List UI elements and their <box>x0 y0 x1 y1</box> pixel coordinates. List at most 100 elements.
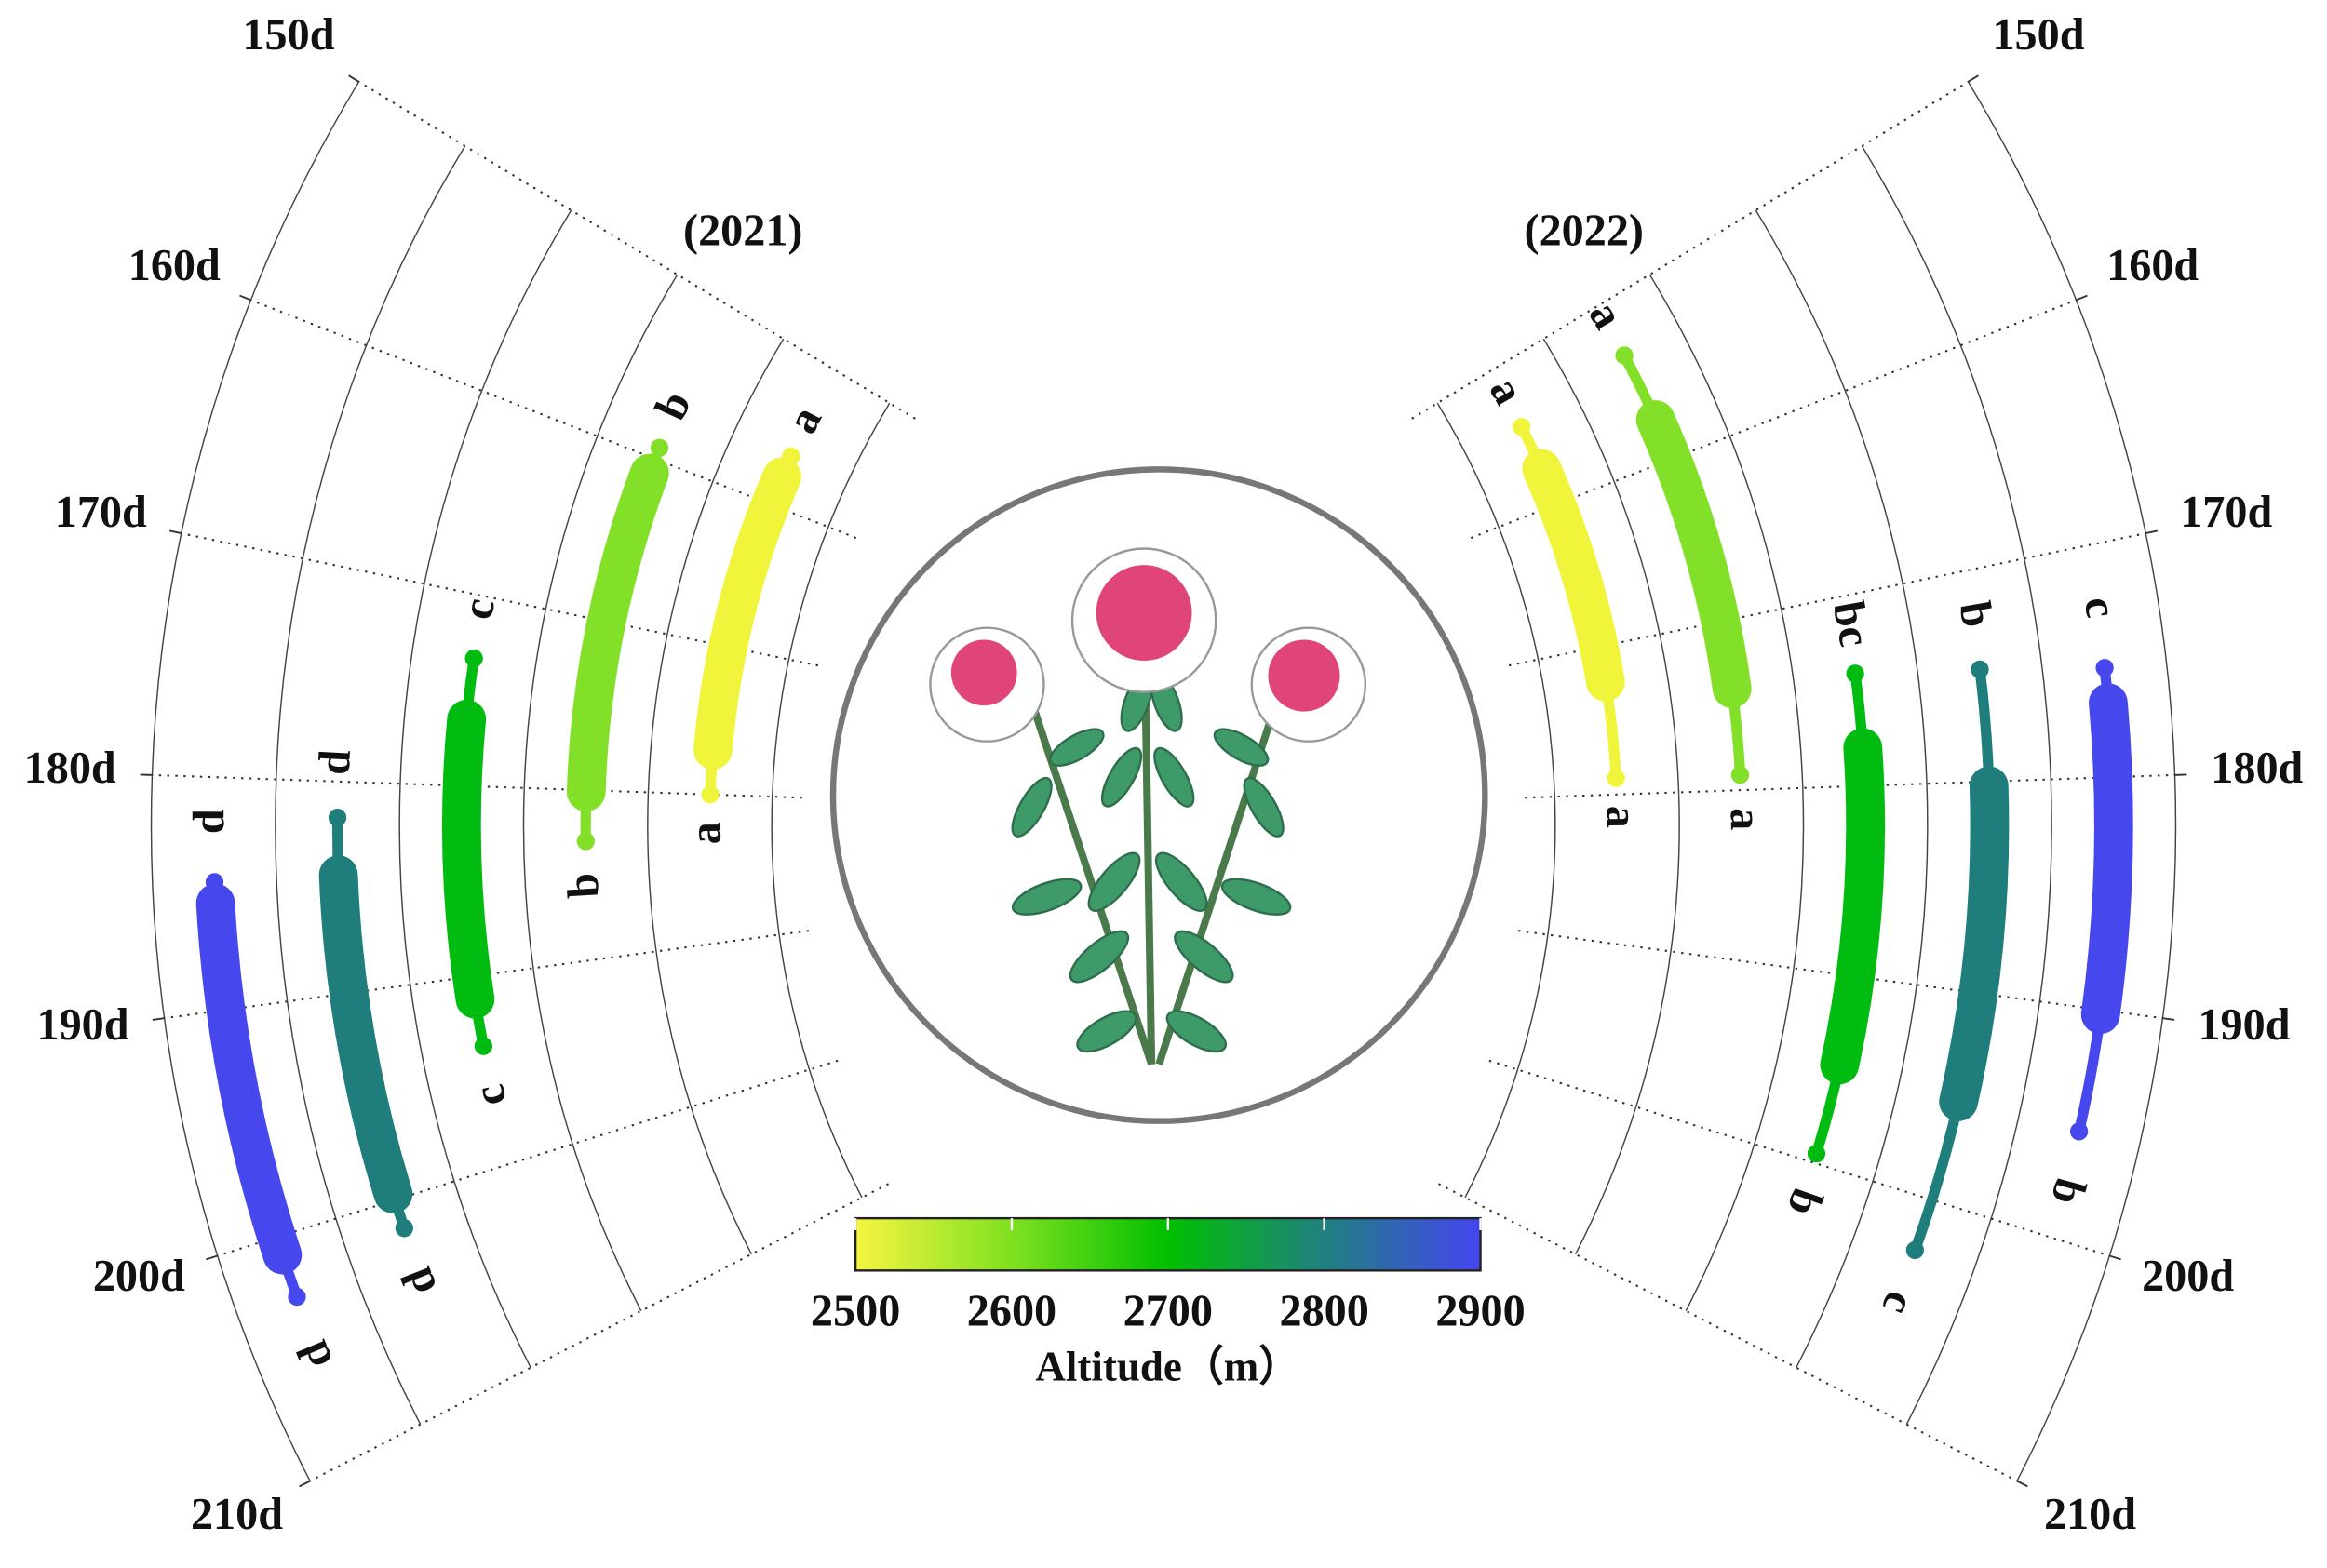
range-core <box>1820 728 1886 1085</box>
range-end <box>1905 1240 1924 1260</box>
tick-label: 170d <box>55 488 147 537</box>
panel-label: (2021) <box>683 206 802 255</box>
tick-label: 190d <box>2198 1000 2290 1050</box>
ring-arc <box>1436 402 1556 1199</box>
tick-mark <box>2016 1480 2028 1488</box>
grid-line <box>309 1183 890 1482</box>
plant-illustration <box>829 466 1488 1124</box>
range-end <box>1730 766 1750 784</box>
significance-letter: b <box>1949 597 2002 630</box>
range-end <box>2069 1122 2089 1141</box>
range-core <box>1522 449 1625 702</box>
significance-letter: a <box>1721 808 1770 830</box>
range-end <box>701 785 720 804</box>
range-end <box>1807 1145 1826 1163</box>
ring-arc <box>275 145 466 1425</box>
tick-label: 150d <box>1992 10 2084 60</box>
significance-letter: d <box>288 1333 343 1375</box>
range-end <box>464 649 483 668</box>
grid-line <box>1488 1059 2110 1257</box>
ring-arc <box>1542 338 1680 1255</box>
colorbar-tick-label: 2900 <box>1435 1287 1525 1336</box>
tick-mark <box>2109 1254 2121 1261</box>
tick-mark <box>348 74 360 83</box>
tick-mark <box>2162 1017 2175 1021</box>
range-end <box>2095 659 2114 677</box>
colorbar-tick-label: 2600 <box>967 1287 1056 1336</box>
ring-arc <box>1861 145 2052 1425</box>
significance-letter: b <box>646 384 701 427</box>
tick-mark <box>299 1480 311 1488</box>
tick-mark <box>1967 74 1979 83</box>
significance-letter: c <box>452 595 504 623</box>
tick-mark <box>2076 294 2088 302</box>
range-end <box>576 832 595 851</box>
panel-label: (2022) <box>1525 206 1644 255</box>
range-core <box>1939 766 2010 1121</box>
tick-label: 200d <box>2142 1252 2234 1301</box>
plot-area: 150d 160d 170d 180d 190d 200d 210d (2021) a a b b c c… <box>24 10 2304 1539</box>
tick-label: 200d <box>93 1252 185 1301</box>
tick-label: 180d <box>2211 744 2303 793</box>
tick-label: 210d <box>191 1490 283 1539</box>
significance-letter: b <box>2041 1173 2095 1210</box>
grid-line <box>164 930 810 1020</box>
tick-mark <box>168 529 182 535</box>
significance-letter: a <box>777 398 831 441</box>
range-end <box>288 1287 306 1307</box>
ring-arc <box>522 274 679 1312</box>
tick-label: 190d <box>36 1000 128 1050</box>
grid-line <box>152 773 802 799</box>
tick-label: 160d <box>2106 241 2199 290</box>
range-core <box>318 855 413 1213</box>
significance-letter: d <box>184 809 234 834</box>
significance-letter: c <box>464 1080 517 1111</box>
ring-arc <box>398 209 572 1368</box>
tick-mark <box>206 1254 218 1261</box>
tick-label: 170d <box>2180 488 2272 537</box>
colorbar-tick-label: 2800 <box>1280 1287 1369 1336</box>
tick-mark <box>2145 529 2159 535</box>
range-end <box>395 1219 413 1238</box>
tick-label: 210d <box>2044 1490 2136 1539</box>
range-end <box>1846 664 1864 683</box>
range-core <box>195 883 303 1275</box>
range-end <box>1513 418 1531 436</box>
significance-letter: a <box>681 822 731 845</box>
significance-letter: c <box>1872 1284 1925 1321</box>
ring-arc <box>647 338 785 1255</box>
range-core <box>2080 683 2133 1035</box>
range-end <box>474 1037 493 1055</box>
tick-mark <box>239 294 251 302</box>
grid-line <box>1517 930 2163 1020</box>
significance-letter: a <box>1596 805 1646 828</box>
significance-letter: b <box>1777 1182 1832 1222</box>
range-end <box>650 438 669 457</box>
colorbar-tick-label: 2700 <box>1123 1287 1213 1336</box>
ring-arc <box>771 402 891 1199</box>
significance-letter: a <box>1480 369 1534 412</box>
ring-arc <box>1648 274 1805 1312</box>
significance-letter: d <box>392 1261 447 1302</box>
range-end <box>328 808 347 827</box>
range-end <box>1607 769 1625 787</box>
tick-label: 150d <box>242 10 334 60</box>
ring-arc <box>1755 209 1929 1368</box>
grid-line <box>1437 1183 2018 1482</box>
grid-line <box>1525 773 2175 799</box>
range-end <box>1971 660 1989 679</box>
grid-line <box>358 80 916 420</box>
tick-mark <box>152 1017 165 1021</box>
grid-line <box>217 1059 839 1257</box>
range-core <box>693 457 801 770</box>
tick-label: 160d <box>128 241 221 290</box>
range-core <box>1635 400 1752 708</box>
significance-letter: b <box>558 872 609 900</box>
range-end <box>1615 346 1634 365</box>
grid-line <box>1411 80 1969 420</box>
significance-letter: a <box>1580 293 1634 338</box>
significance-letter: c <box>2075 594 2127 622</box>
significance-letter: d <box>310 748 360 776</box>
